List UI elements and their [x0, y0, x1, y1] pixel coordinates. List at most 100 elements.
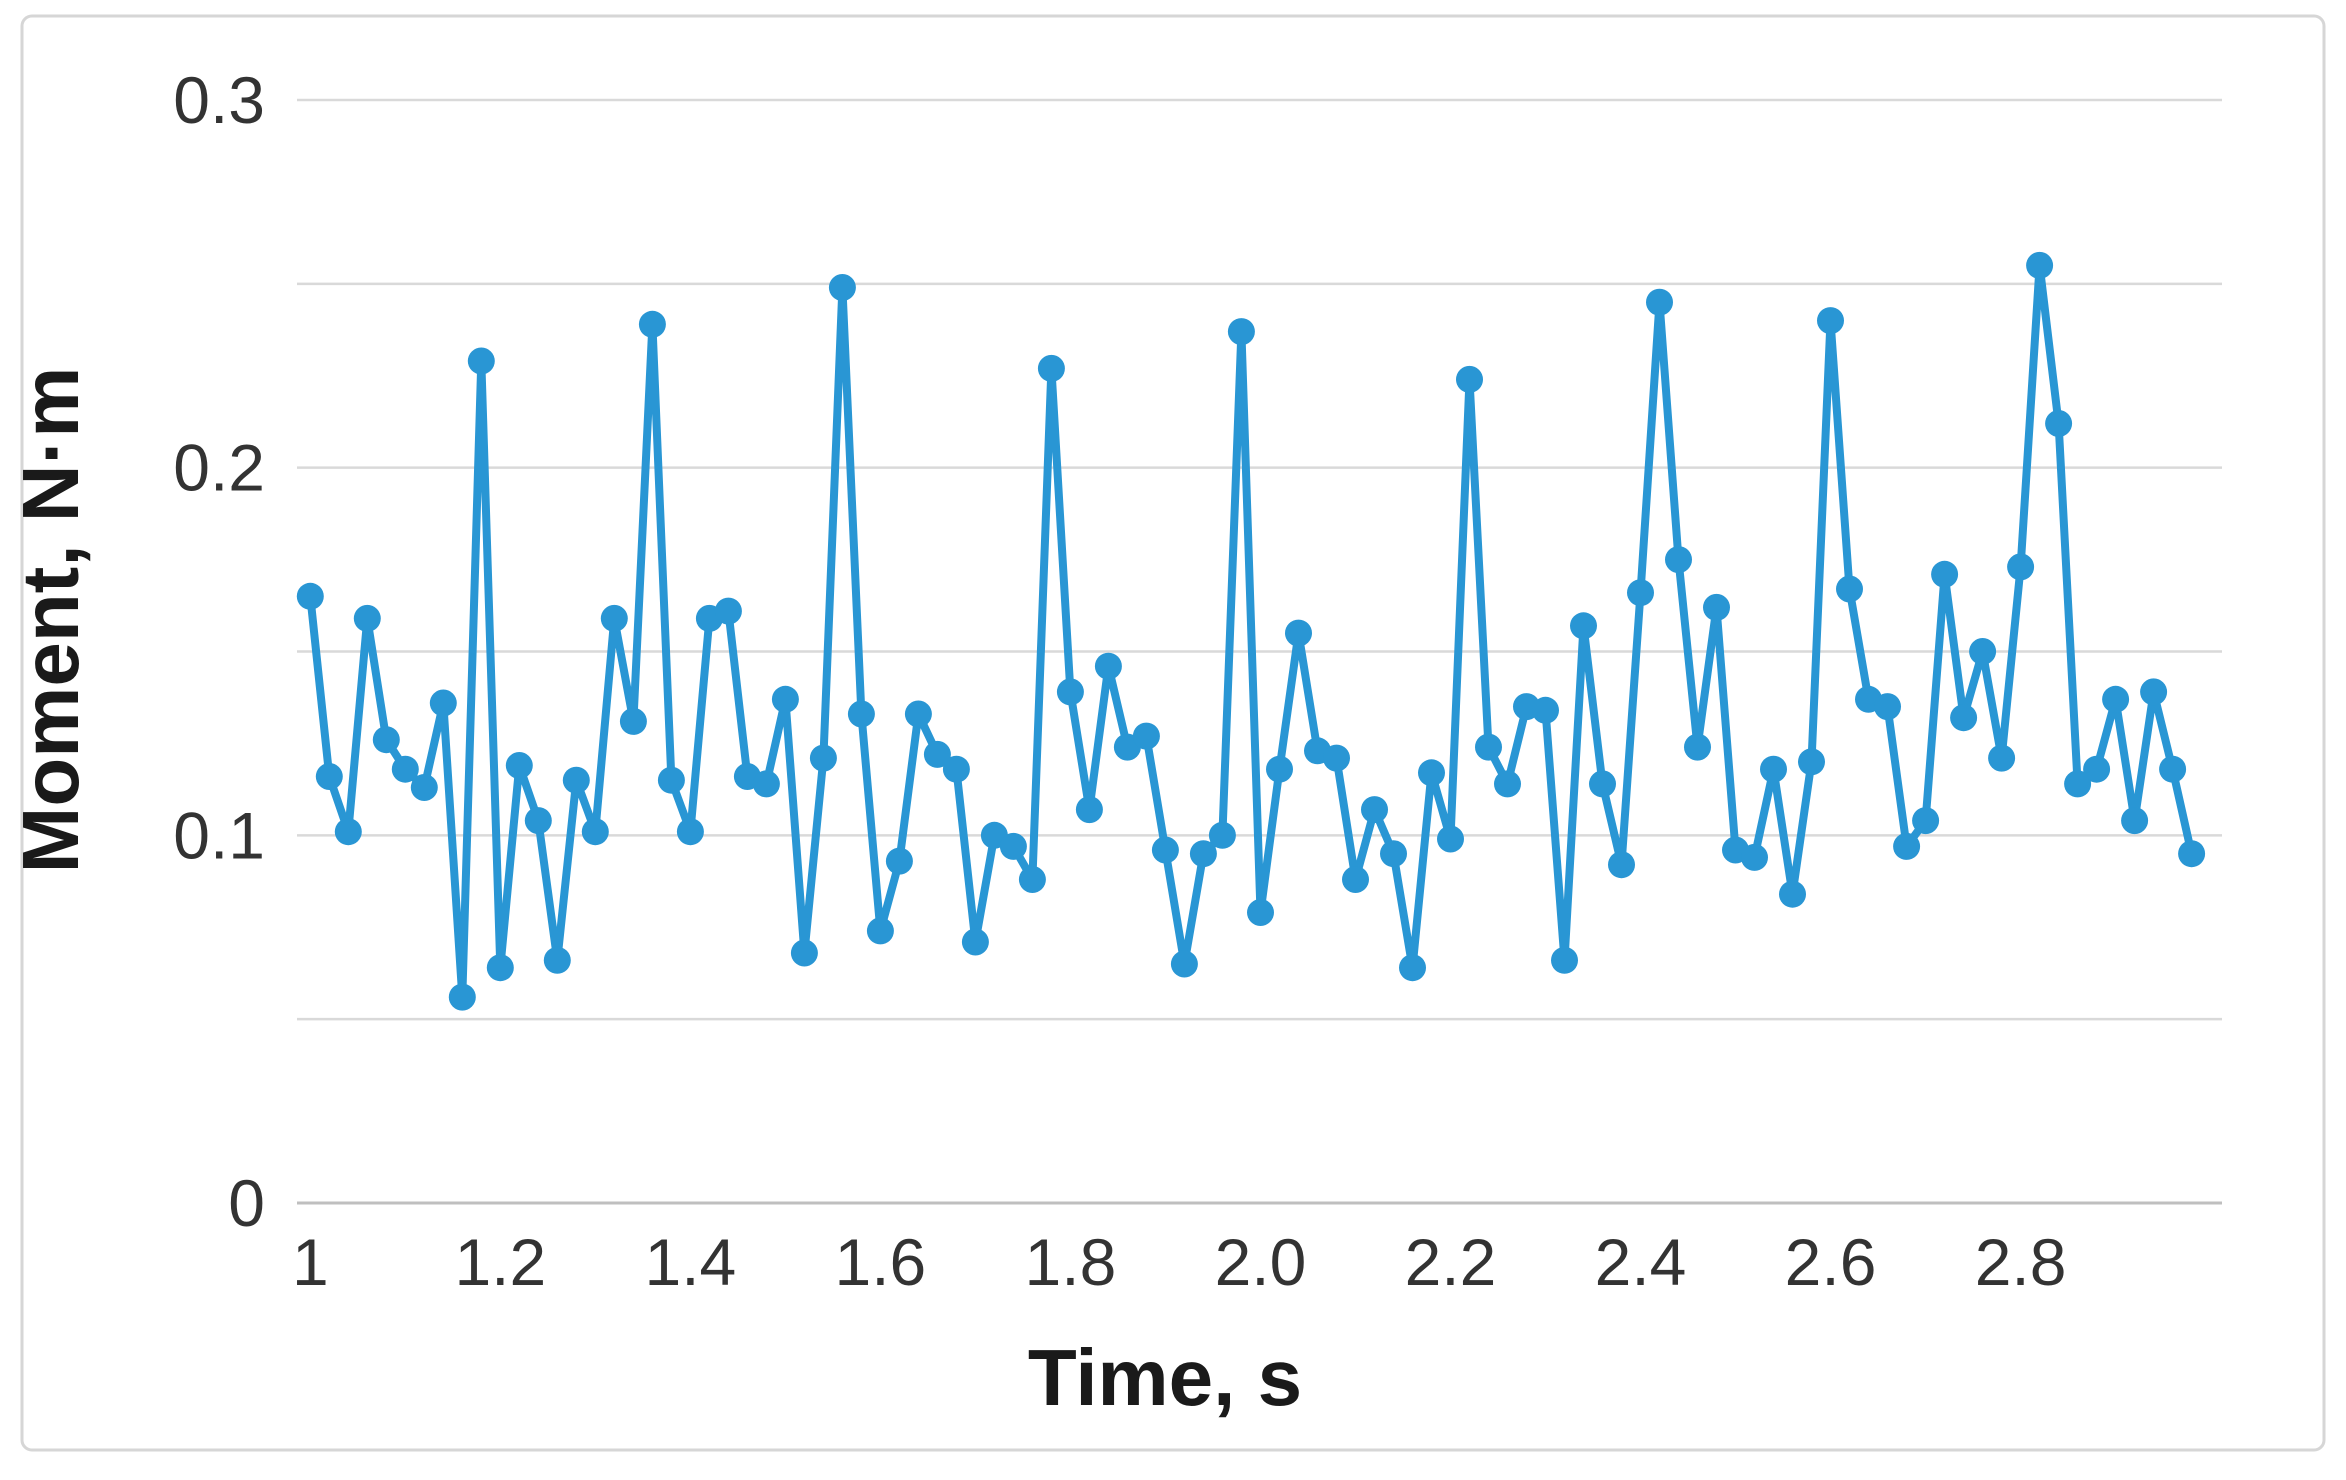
- data-point-marker: [638, 310, 666, 338]
- data-point-marker: [2121, 807, 2149, 835]
- data-series-layer: [296, 251, 2206, 1011]
- data-point-marker: [828, 274, 856, 301]
- data-point-marker: [2045, 410, 2073, 437]
- data-point-marker: [296, 582, 324, 610]
- x-tick-label: 2.2: [1405, 1225, 1497, 1299]
- data-point-marker: [2007, 553, 2035, 581]
- x-tick-label: 2.6: [1785, 1225, 1877, 1299]
- series-line: [306, 261, 2196, 1002]
- y-tick-label: 0: [228, 1166, 265, 1240]
- data-point-marker: [391, 755, 419, 783]
- data-point-marker: [1893, 832, 1921, 860]
- data-point-marker: [2064, 770, 2092, 798]
- data-point-marker: [1018, 866, 1046, 893]
- data-point-marker: [1779, 880, 1806, 908]
- data-point-marker: [1703, 593, 1730, 621]
- y-axis-tick-labels: 0.3 0.2 0.1 0: [173, 63, 265, 1240]
- data-point-marker: [353, 604, 381, 632]
- data-point-marker: [1646, 288, 1673, 316]
- data-point-marker: [486, 954, 514, 982]
- data-point-marker: [752, 770, 780, 798]
- data-point-marker: [1075, 796, 1103, 824]
- data-point-marker: [1399, 954, 1426, 982]
- data-point-marker: [1950, 704, 1978, 732]
- data-point-marker: [1627, 579, 1654, 607]
- data-point-marker: [1969, 638, 1997, 665]
- data-point-marker: [543, 946, 571, 974]
- data-point-marker: [1912, 807, 1940, 835]
- data-point-marker: [1380, 840, 1407, 868]
- data-point-marker: [581, 818, 609, 846]
- x-tick-label: 1.2: [454, 1225, 546, 1299]
- data-point-marker: [1361, 796, 1388, 824]
- data-point-marker: [1608, 851, 1635, 879]
- data-point-marker: [1988, 744, 2016, 772]
- data-point-marker: [676, 818, 704, 846]
- data-point-marker: [1189, 840, 1217, 868]
- data-point-marker: [619, 707, 647, 735]
- data-point-marker: [1817, 307, 1844, 335]
- data-point-marker: [714, 597, 742, 625]
- data-point-marker: [1551, 946, 1578, 974]
- data-point-marker: [600, 604, 628, 632]
- gridlines: [297, 98, 2222, 1205]
- data-point-marker: [2159, 755, 2187, 783]
- data-point-marker: [1665, 546, 1692, 574]
- data-point-marker: [1475, 733, 1502, 761]
- data-point-marker: [334, 818, 362, 846]
- data-point-marker: [1741, 843, 1768, 871]
- data-point-marker: [1532, 696, 1559, 724]
- data-point-marker: [1456, 365, 1483, 393]
- data-point-marker: [1760, 755, 1787, 783]
- data-point-marker: [505, 752, 533, 779]
- data-point-marker: [866, 917, 894, 945]
- data-point-marker: [2178, 840, 2206, 868]
- data-point-marker: [1836, 575, 1863, 603]
- data-point-marker: [1931, 560, 1959, 588]
- data-point-marker: [923, 740, 951, 768]
- data-point-marker: [790, 939, 818, 967]
- data-point-marker: [961, 928, 989, 956]
- x-tick-label: 2.8: [1975, 1225, 2067, 1299]
- data-point-marker: [1056, 678, 1084, 706]
- data-point-marker: [1589, 770, 1616, 798]
- data-point-marker: [1037, 354, 1065, 382]
- data-point-marker: [942, 755, 970, 783]
- data-point-marker: [2083, 755, 2111, 783]
- data-point-marker: [1285, 619, 1312, 647]
- figure-border: [20, 14, 2326, 1452]
- data-point-marker: [1323, 744, 1350, 772]
- data-point-marker: [429, 689, 457, 717]
- data-point-marker: [1437, 825, 1464, 853]
- x-tick-label: 2.4: [1595, 1225, 1687, 1299]
- data-point-marker: [1570, 612, 1597, 640]
- data-point-marker: [1151, 836, 1179, 864]
- data-point-marker: [1342, 866, 1369, 893]
- data-point-marker: [524, 807, 552, 835]
- data-point-marker: [1494, 770, 1521, 798]
- y-tick-label: 0.3: [173, 63, 265, 137]
- data-point-marker: [657, 766, 685, 794]
- data-point-marker: [771, 685, 799, 713]
- data-point-marker: [885, 847, 913, 875]
- x-tick-label: 1.4: [644, 1225, 736, 1299]
- data-point-marker: [847, 700, 875, 728]
- data-point-marker: [467, 347, 495, 375]
- data-point-marker: [1132, 722, 1160, 750]
- data-point-marker: [448, 983, 476, 1011]
- data-point-marker: [372, 726, 400, 754]
- data-point-marker: [904, 700, 932, 728]
- y-tick-label: 0.2: [173, 431, 265, 505]
- x-tick-label: 2.0: [1215, 1225, 1307, 1299]
- data-point-marker: [999, 832, 1027, 860]
- y-axis-title: Moment, N·m: [6, 367, 95, 874]
- x-axis-title: Time, s: [1028, 1333, 1302, 1422]
- data-point-marker: [562, 766, 590, 794]
- data-point-marker: [1208, 821, 1236, 849]
- data-point-marker: [809, 744, 837, 772]
- data-point-marker: [1418, 759, 1445, 787]
- data-point-marker: [2026, 251, 2054, 279]
- data-point-marker: [1170, 950, 1198, 978]
